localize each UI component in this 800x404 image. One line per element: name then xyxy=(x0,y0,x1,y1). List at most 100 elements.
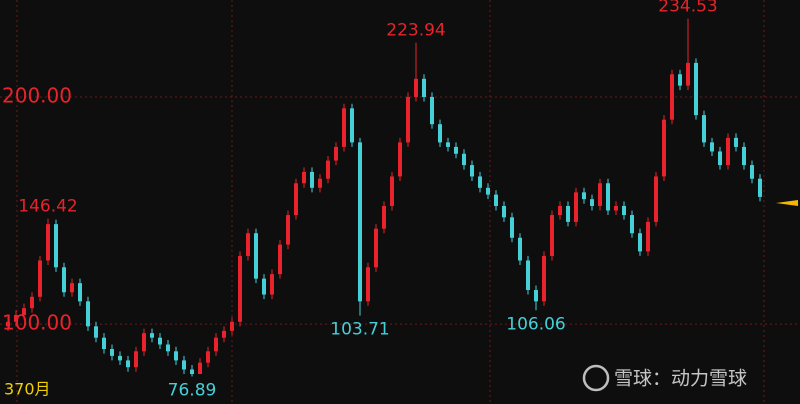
candle-body xyxy=(686,62,690,86)
candle-body xyxy=(222,330,226,338)
candle-body xyxy=(358,142,362,302)
price-marker xyxy=(776,200,798,206)
candle-body xyxy=(318,178,322,188)
candle-body xyxy=(150,333,154,338)
candle-body xyxy=(302,171,306,184)
candle-body xyxy=(646,221,650,252)
candle-body xyxy=(694,62,698,116)
candle-body xyxy=(710,142,714,152)
candle-body xyxy=(30,296,34,309)
candle-body xyxy=(718,151,722,166)
candle-body xyxy=(78,283,82,302)
candle-body xyxy=(198,362,202,375)
candle-body xyxy=(342,108,346,147)
candle-body xyxy=(46,224,50,261)
candle-body xyxy=(366,267,370,302)
candle-body xyxy=(494,194,498,206)
candle-body xyxy=(662,119,666,177)
annotation: 106.06 xyxy=(506,314,565,334)
candle-body xyxy=(470,165,474,177)
candle-body xyxy=(94,326,98,338)
candle-body xyxy=(454,146,458,154)
annotation: 146.42 xyxy=(18,197,77,217)
candle-body xyxy=(190,369,194,375)
candle-body xyxy=(446,142,450,147)
candle-body xyxy=(22,308,26,315)
candle-body xyxy=(6,321,10,327)
candle-body xyxy=(262,278,266,295)
candle-body xyxy=(86,301,90,327)
candle-body xyxy=(462,153,466,166)
candle-body xyxy=(550,215,554,256)
candle-body xyxy=(486,187,490,195)
watermark-logo xyxy=(582,364,610,392)
candle-body xyxy=(742,146,746,166)
candle-body xyxy=(590,199,594,206)
candle-body xyxy=(350,108,354,143)
candle-body xyxy=(142,333,146,352)
candle-body xyxy=(270,274,274,295)
candle-body xyxy=(574,192,578,222)
candle-body xyxy=(158,337,162,345)
annotation: 76.89 xyxy=(168,381,217,401)
candle-body xyxy=(702,115,706,143)
candle-body xyxy=(726,137,730,166)
candle-body xyxy=(630,215,634,234)
candle-body xyxy=(414,78,418,97)
candle-body xyxy=(654,176,658,222)
candle-body xyxy=(622,205,626,216)
candle-body xyxy=(38,260,42,297)
watermark-text: 雪球：动力雪球 xyxy=(614,368,747,390)
candle-body xyxy=(542,255,546,302)
candle-body xyxy=(118,355,122,361)
candle-body xyxy=(638,233,642,252)
candle-body xyxy=(230,321,234,331)
candle-body xyxy=(614,205,618,211)
candle-body xyxy=(758,178,762,197)
candle-body xyxy=(110,349,114,356)
candle-body xyxy=(374,228,378,268)
candle-body xyxy=(206,351,210,363)
candle-body xyxy=(510,217,514,238)
candle-body xyxy=(174,351,178,361)
y-tick-label: 200.00 xyxy=(2,83,72,107)
candle-body xyxy=(254,233,258,279)
candle-body xyxy=(214,337,218,352)
candle-body xyxy=(326,160,330,179)
candle-body xyxy=(278,244,282,275)
candle-body xyxy=(502,205,506,218)
candle-body xyxy=(294,183,298,216)
candle-body xyxy=(238,255,242,322)
annotation: 234.53 xyxy=(658,0,717,17)
candle-body xyxy=(558,205,562,216)
candle-body xyxy=(310,171,314,188)
candle-body xyxy=(134,351,138,368)
candle-body xyxy=(678,74,682,86)
candle-body xyxy=(246,233,250,256)
vertical-grid xyxy=(16,0,765,404)
candle-body xyxy=(126,360,130,368)
candle-body xyxy=(518,237,522,261)
candle-body xyxy=(750,165,754,179)
candle-body xyxy=(382,205,386,229)
candle-body xyxy=(390,176,394,206)
candle-body xyxy=(102,337,106,350)
candle-body xyxy=(182,360,186,370)
candle-body xyxy=(478,176,482,188)
candle-body xyxy=(166,344,170,352)
candle-body xyxy=(534,289,538,302)
candle-body xyxy=(606,183,610,211)
candle-body xyxy=(70,283,74,293)
watermark: 雪球：动力雪球 xyxy=(582,364,747,392)
candle-body xyxy=(14,314,18,322)
candle-body xyxy=(430,96,434,125)
candle-body xyxy=(582,192,586,200)
x-axis-label: 370月 xyxy=(4,380,51,399)
candle-body xyxy=(54,224,58,268)
candle-body xyxy=(734,137,738,147)
candle-body xyxy=(422,78,426,97)
annotation: 223.94 xyxy=(386,21,445,41)
candle-body xyxy=(406,96,410,143)
